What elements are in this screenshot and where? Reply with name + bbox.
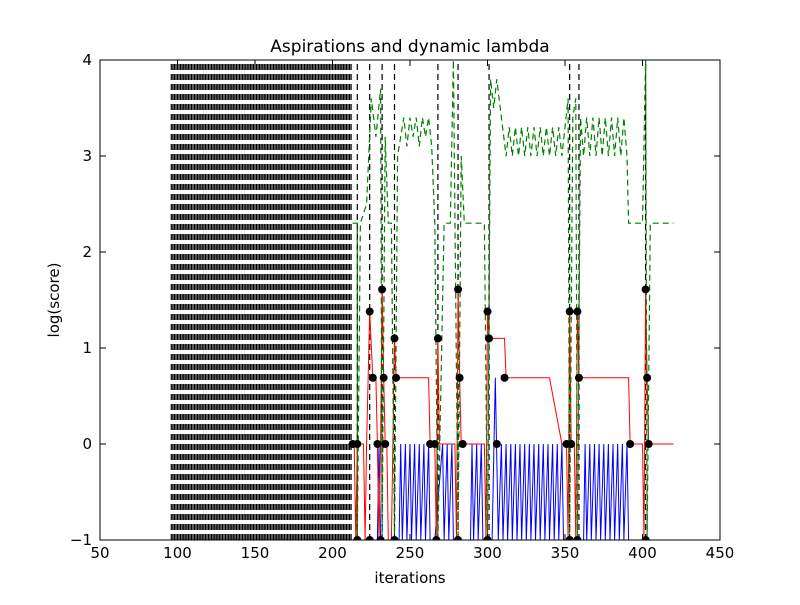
- data-point-marker: [573, 536, 582, 540]
- data-point-marker: [454, 285, 463, 294]
- green-dashed-series-line: [352, 60, 674, 540]
- plot-area: [170, 60, 674, 540]
- data-point-marker: [574, 373, 583, 382]
- x-tick-label: 200: [318, 544, 347, 562]
- data-point-marker: [390, 536, 399, 540]
- data-point-marker: [492, 440, 501, 448]
- data-point-marker: [430, 440, 439, 448]
- x-tick-label: 100: [163, 544, 192, 562]
- data-point-marker: [353, 440, 362, 448]
- data-point-marker: [376, 536, 385, 540]
- data-point-marker: [373, 440, 382, 448]
- x-axis-label: iterations: [374, 569, 445, 587]
- x-tick-label: 400: [628, 544, 657, 562]
- data-point-marker: [643, 373, 652, 382]
- data-point-marker: [644, 440, 653, 448]
- data-point-marker: [378, 285, 387, 294]
- axes: 50 100 150 200 250 300 350 400 450 −1 0 1 2 3 4: [70, 51, 734, 562]
- data-point-marker: [365, 536, 374, 540]
- data-point-marker: [500, 373, 509, 382]
- data-point-marker: [565, 307, 574, 316]
- plot-content: [170, 60, 674, 540]
- data-point-marker: [567, 440, 576, 448]
- y-tick-label: 2: [82, 243, 92, 261]
- data-point-marker: [392, 373, 401, 382]
- x-tick-label: 250: [396, 544, 425, 562]
- x-tick-label: 50: [90, 544, 109, 562]
- data-point-marker: [368, 373, 377, 382]
- data-point-marker: [565, 536, 574, 540]
- x-tick-label: 150: [241, 544, 270, 562]
- data-point-marker: [433, 334, 442, 343]
- data-point-marker: [626, 440, 635, 448]
- data-point-marker: [641, 536, 650, 540]
- data-point-marker: [454, 536, 463, 540]
- data-point-marker: [455, 373, 464, 382]
- data-point-marker: [381, 440, 390, 448]
- data-point-marker: [390, 334, 399, 343]
- data-point-marker: [485, 334, 494, 343]
- data-point-marker: [365, 307, 374, 316]
- y-tick-label: 1: [82, 339, 92, 357]
- blue-series-line: [351, 377, 674, 540]
- data-point-marker: [573, 307, 582, 316]
- y-tick-label: 0: [82, 435, 92, 453]
- x-tick-label: 300: [473, 544, 502, 562]
- data-point-marker: [353, 536, 362, 540]
- data-point-marker: [483, 307, 492, 316]
- data-point-marker: [641, 285, 650, 294]
- y-tick-label: 3: [82, 147, 92, 165]
- y-axis-label: log(score): [45, 263, 63, 338]
- y-tick-label: −1: [70, 531, 92, 549]
- chart-title: Aspirations and dynamic lambda: [270, 37, 549, 57]
- y-tick-label: 4: [82, 51, 92, 69]
- data-point-marker: [432, 536, 441, 540]
- x-tick-label: 450: [706, 544, 735, 562]
- data-point-marker: [379, 373, 388, 382]
- data-point-marker: [458, 440, 467, 448]
- x-tick-label: 350: [551, 544, 580, 562]
